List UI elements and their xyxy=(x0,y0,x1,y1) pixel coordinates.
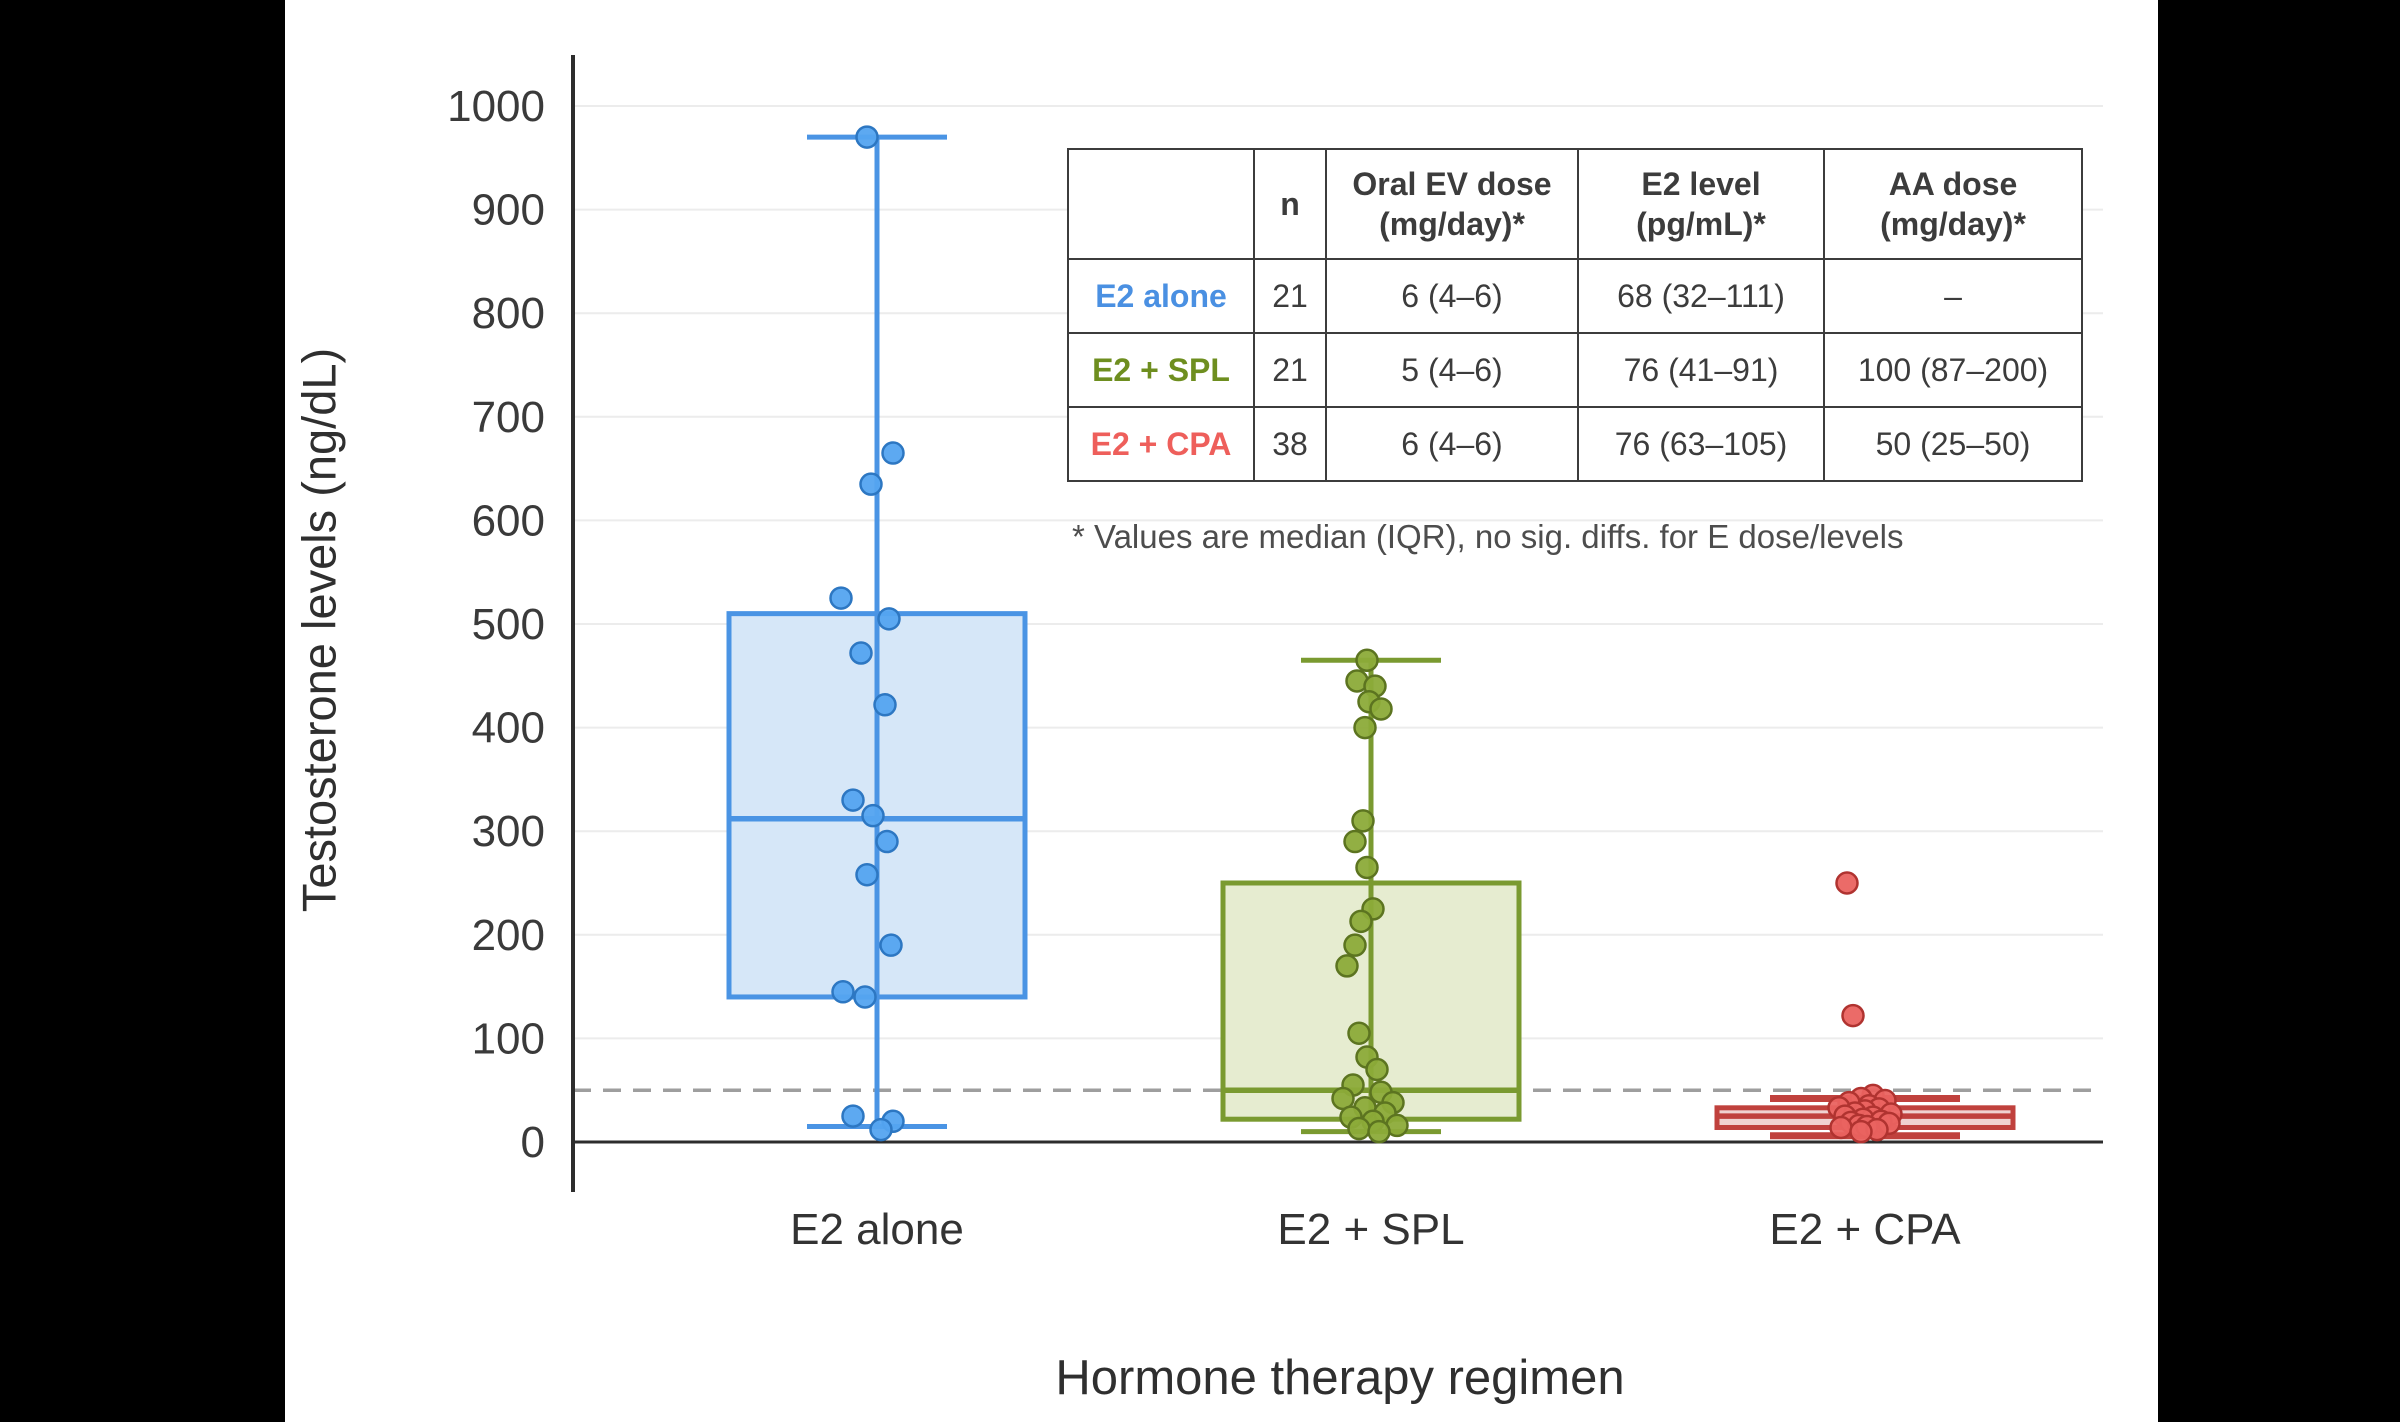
cell-e2-0: 68 (32–111) xyxy=(1577,258,1825,334)
table-row-label-1: E2 + SPL xyxy=(1067,332,1255,408)
table-footnote: * Values are median (IQR), no sig. diffs… xyxy=(1072,518,1904,555)
y-tick-label: 300 xyxy=(472,807,545,856)
data-point xyxy=(1335,954,1359,978)
data-point xyxy=(879,933,903,957)
x-axis-title: Hormone therapy regimen xyxy=(1055,1351,1625,1405)
table-row-e2-cpa: E2 + CPA 38 6 (4–6) 76 (63–105) 50 (25–5… xyxy=(1067,406,2083,482)
cell-ev-0: 6 (4–6) xyxy=(1325,258,1579,334)
table-header-n: n xyxy=(1253,148,1327,260)
data-point xyxy=(1849,1119,1873,1144)
table-row-label-0: E2 alone xyxy=(1067,258,1255,334)
data-point xyxy=(873,693,897,717)
data-point xyxy=(1365,1057,1389,1082)
data-point xyxy=(1829,1115,1853,1140)
data-point xyxy=(869,1117,893,1142)
data-point xyxy=(861,803,885,828)
cell-e2-2: 76 (63–105) xyxy=(1577,406,1825,482)
data-point xyxy=(1347,1021,1371,1045)
cell-aa-0: – xyxy=(1823,258,2083,334)
table-row-e2-spl: E2 + SPL 21 5 (4–6) 76 (41–91) 100 (87–2… xyxy=(1067,332,2083,408)
y-tick-label: 600 xyxy=(472,496,545,545)
data-point xyxy=(1369,697,1393,721)
data-point xyxy=(1347,1116,1371,1141)
data-point xyxy=(1355,648,1379,673)
data-point xyxy=(1349,909,1373,934)
table-row-label-2: E2 + CPA xyxy=(1067,406,1255,482)
cell-n-2: 38 xyxy=(1253,406,1327,482)
data-point xyxy=(859,472,883,496)
data-point xyxy=(1343,933,1367,957)
x-category-label: E2 alone xyxy=(790,1205,964,1254)
data-point xyxy=(831,980,855,1004)
data-point xyxy=(1355,855,1379,880)
data-point xyxy=(1841,1003,1865,1028)
y-tick-label: 800 xyxy=(472,289,545,338)
data-point xyxy=(1343,829,1367,854)
data-point xyxy=(855,862,879,887)
cell-e2-1: 76 (41–91) xyxy=(1577,332,1825,408)
x-category-label: E2 + CPA xyxy=(1769,1205,1961,1254)
table-header-aa-dose: AA dose (mg/day)* xyxy=(1823,148,2083,260)
data-point xyxy=(877,607,901,631)
data-point xyxy=(849,641,873,665)
data-point xyxy=(1353,715,1377,740)
y-tick-label: 700 xyxy=(472,393,545,442)
y-tick-label: 1000 xyxy=(447,82,545,131)
data-point xyxy=(841,788,865,812)
y-tick-label: 0 xyxy=(521,1118,545,1167)
cell-aa-1: 100 (87–200) xyxy=(1823,332,2083,408)
cell-n-1: 21 xyxy=(1253,332,1327,408)
table-header-ev-dose: Oral EV dose (mg/day)* xyxy=(1325,148,1579,260)
data-point xyxy=(875,829,899,854)
cell-aa-2: 50 (25–50) xyxy=(1823,406,2083,482)
cell-n-0: 21 xyxy=(1253,258,1327,334)
data-point xyxy=(1367,1119,1391,1144)
data-point xyxy=(1351,809,1375,833)
table-header-e2-level: E2 level (pg/mL)* xyxy=(1577,148,1825,260)
table-row-e2-alone: E2 alone 21 6 (4–6) 68 (32–111) – xyxy=(1067,258,2083,334)
table-header-blank xyxy=(1067,148,1255,260)
y-tick-label: 500 xyxy=(472,600,545,649)
table-header-row: n Oral EV dose (mg/day)* E2 level (pg/mL… xyxy=(1067,148,2083,260)
y-tick-label: 400 xyxy=(472,704,545,753)
letterbox-left xyxy=(0,0,285,1422)
cell-ev-1: 5 (4–6) xyxy=(1325,332,1579,408)
data-point xyxy=(841,1104,865,1128)
data-point xyxy=(1835,871,1859,895)
data-point xyxy=(853,985,877,1009)
x-category-label: E2 + SPL xyxy=(1277,1205,1464,1254)
letterbox-right xyxy=(2158,0,2400,1422)
y-axis-title: Testosterone levels (ng/dL) xyxy=(292,347,346,913)
y-tick-label: 100 xyxy=(472,1014,545,1063)
cell-ev-2: 6 (4–6) xyxy=(1325,406,1579,482)
summary-table: n Oral EV dose (mg/day)* E2 level (pg/mL… xyxy=(1067,148,2083,482)
data-point xyxy=(829,586,853,610)
data-point xyxy=(881,441,905,465)
y-tick-label: 900 xyxy=(472,186,545,235)
data-point xyxy=(855,125,879,149)
y-tick-label: 200 xyxy=(472,911,545,960)
